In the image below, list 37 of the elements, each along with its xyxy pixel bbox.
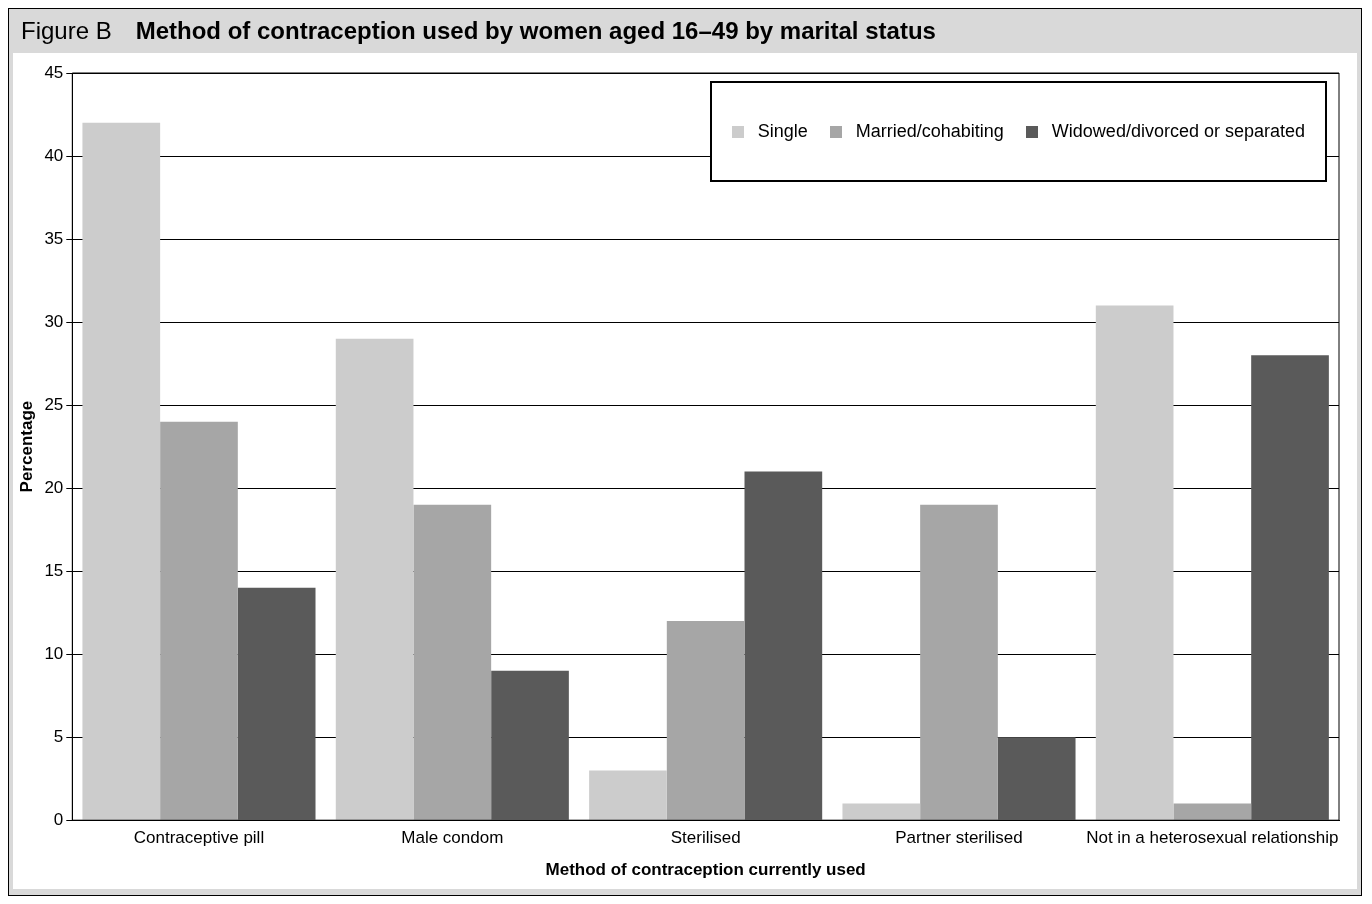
bar [237, 587, 316, 820]
bar [1095, 305, 1174, 820]
y-axis-title: Percentage [16, 400, 36, 493]
x-tick-label: Male condom [401, 828, 504, 848]
x-tick-label: Contraceptive pill [133, 828, 265, 848]
chart-title: Method of contraception used by women aged 16–49 by marital status [135, 17, 936, 45]
bar [1251, 355, 1329, 820]
y-tick-label: 0 [53, 809, 64, 829]
x-tick-label: Sterilised [670, 828, 741, 848]
x-tick-label: Partner sterilised [895, 828, 1023, 848]
bar [744, 471, 823, 820]
bar [997, 737, 1076, 820]
y-tick-label: 15 [44, 560, 64, 580]
bar [589, 770, 667, 820]
y-tick-label: 5 [53, 726, 64, 746]
y-tick-label: 25 [44, 394, 64, 414]
y-tick-label: 40 [44, 145, 64, 165]
bar [82, 122, 161, 820]
legend-label: Single [757, 121, 808, 142]
y-tick-label: 45 [44, 62, 64, 82]
x-axis-title: Method of contraception currently used [545, 860, 866, 880]
bar [666, 620, 745, 820]
y-tick-label: 10 [44, 643, 64, 663]
chart-subtitle: Figure B [21, 17, 112, 45]
bar [491, 670, 569, 820]
y-tick-label: 20 [44, 477, 64, 497]
bar [413, 504, 492, 820]
x-tick-label: Not in a heterosexual relationship [1086, 828, 1339, 848]
bar [335, 338, 414, 820]
y-tick-label: 30 [44, 311, 64, 331]
bar [160, 421, 238, 820]
legend-label: Widowed/divorced or separated [1051, 121, 1305, 142]
bar [842, 803, 921, 820]
legend-label: Married/cohabiting [855, 121, 1004, 142]
bar [920, 504, 998, 820]
y-tick-label: 35 [44, 228, 64, 248]
bar [1173, 803, 1252, 820]
